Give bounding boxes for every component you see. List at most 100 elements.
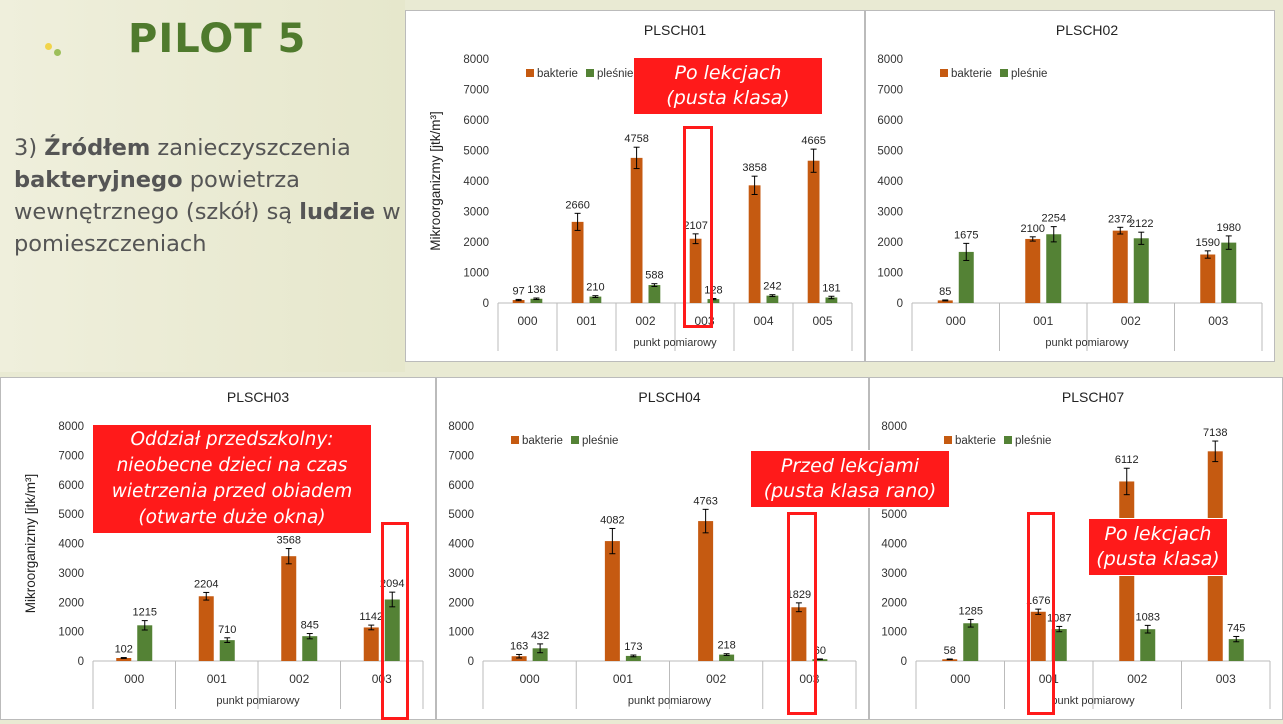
bar-bakterie-003 <box>1200 254 1216 303</box>
legend-swatch-bakterie <box>944 436 952 444</box>
data-label: 3568 <box>277 535 301 547</box>
y-axis-label: Mikroorganizmy [jtk/m³] <box>428 111 443 251</box>
x-tick-label: 000 <box>517 314 537 328</box>
bar-pleśnie-002 <box>719 654 735 661</box>
data-label: 6112 <box>1115 454 1139 466</box>
callout-plsch03: Oddział przedszkolny: nieobecne dzieci n… <box>92 424 372 534</box>
bar-pleśnie-003 <box>384 599 400 661</box>
bar-bakterie-002 <box>281 556 297 661</box>
data-label: 4758 <box>624 133 648 145</box>
y-tick-label: 3000 <box>877 207 903 219</box>
data-label: 1083 <box>1136 611 1160 623</box>
data-label: 97 <box>512 285 524 297</box>
bar-pleśnie-001 <box>219 640 235 661</box>
y-tick-label: 0 <box>468 656 474 668</box>
y-tick-label: 1000 <box>463 268 489 280</box>
legend-label: pleśnie <box>1011 68 1047 80</box>
y-tick-label: 3000 <box>448 568 474 580</box>
data-label: 85 <box>939 286 951 298</box>
chart-panel-plsch04: PLSCH04 0 1000 2000 3000 4000 5000 6000 7000 8000… <box>436 377 869 720</box>
bar-bakterie-001 <box>198 596 214 661</box>
bar-bakterie-005 <box>807 160 820 303</box>
y-tick-label: 4000 <box>877 176 903 188</box>
bar-bakterie-001 <box>1025 238 1041 303</box>
text-bold-bakteryjnego: bakteryjnego <box>14 167 183 193</box>
bar-bakterie-000 <box>511 656 527 661</box>
chart-title: PLSCH01 <box>644 22 706 38</box>
x-tick-label: 002 <box>635 314 655 328</box>
y-tick-label: 2000 <box>448 597 474 609</box>
y-tick-label: 7000 <box>58 450 84 462</box>
bar-bakterie-000 <box>942 659 958 661</box>
chart-plsch04: PLSCH04 0 1000 2000 3000 4000 5000 6000 7000 8000… <box>448 389 857 709</box>
bar-pleśnie-002 <box>1140 629 1156 661</box>
x-axis-label: punkt pomiarowy <box>628 695 712 707</box>
legend-label: bakterie <box>537 68 578 80</box>
x-tick-label: 005 <box>812 314 832 328</box>
data-label: 2094 <box>380 578 404 590</box>
y-tick-label: 1000 <box>877 268 903 280</box>
y-tick-label: 5000 <box>463 146 489 158</box>
bar-pleśnie-005 <box>825 297 838 303</box>
title-area: PILOT 5 3) Źródłem zanieczyszczenia bakt… <box>0 0 405 372</box>
chart-title: PLSCH04 <box>638 389 700 405</box>
y-tick-label: 4000 <box>463 176 489 188</box>
data-label: 128 <box>704 284 722 296</box>
legend-swatch-bakterie <box>940 69 948 77</box>
bar-pleśnie-000 <box>958 251 974 303</box>
bar-bakterie-000 <box>512 300 525 303</box>
highlight-box-plsch03-003 <box>381 522 409 720</box>
callout-plsch07: Po lekcjach (pusta klasa) <box>1088 518 1228 576</box>
y-tick-label: 4000 <box>58 539 84 551</box>
y-tick-label: 0 <box>901 656 907 668</box>
data-label: 1675 <box>954 229 978 241</box>
bar-bakterie-003 <box>689 238 702 303</box>
data-label: 242 <box>763 281 781 293</box>
data-label: 1829 <box>787 589 811 601</box>
legend-label: pleśnie <box>582 435 618 447</box>
y-tick-label: 8000 <box>58 421 84 433</box>
bullet-dot-green <box>54 49 61 56</box>
y-tick-label: 3000 <box>881 568 907 580</box>
y-tick-label: 6000 <box>58 480 84 492</box>
data-label: 2372 <box>1108 213 1132 225</box>
bar-pleśnie-001 <box>589 296 602 303</box>
bar-bakterie-003 <box>363 627 379 661</box>
y-tick-label: 3000 <box>58 568 84 580</box>
y-tick-label: 1000 <box>58 627 84 639</box>
bar-pleśnie-003 <box>1228 639 1244 661</box>
chart-plsch01: PLSCH01 0 1000 2000 3000 4000 5000 6000 7000 8000… <box>428 22 853 351</box>
x-tick-label: 003 <box>1208 314 1228 328</box>
chart-panel-plsch02: PLSCH02 0 1000 2000 3000 4000 5000 6000 7000 8000… <box>865 10 1275 362</box>
text-bold-ludzie: ludzie <box>299 199 376 225</box>
bar-pleśnie-004 <box>766 295 779 303</box>
bullet-dot-yellow <box>45 43 52 50</box>
y-tick-label: 5000 <box>881 509 907 521</box>
y-tick-label: 1000 <box>881 627 907 639</box>
bar-bakterie-001 <box>604 541 620 661</box>
bar-bakterie-000 <box>116 658 132 661</box>
bar-pleśnie-002 <box>302 636 318 661</box>
legend-swatch-bakterie <box>511 436 519 444</box>
x-tick-label: 004 <box>753 314 773 328</box>
y-tick-label: 5000 <box>448 509 474 521</box>
y-tick-label: 8000 <box>448 421 474 433</box>
data-label: 173 <box>624 641 642 653</box>
data-label: 163 <box>510 640 528 652</box>
slide-title: PILOT 5 <box>128 16 307 62</box>
x-tick-label: 001 <box>613 672 633 686</box>
bar-pleśnie-000 <box>530 298 543 303</box>
bar-pleśnie-002 <box>648 285 661 303</box>
legend-label: pleśnie <box>597 68 633 80</box>
highlight-box-plsch04-003 <box>787 512 817 715</box>
data-label: 4665 <box>801 135 825 147</box>
bar-pleśnie-000 <box>137 625 153 661</box>
y-tick-label: 0 <box>78 656 84 668</box>
data-label: 1980 <box>1217 222 1241 234</box>
chart-plsch02: PLSCH02 0 1000 2000 3000 4000 5000 6000 7000 8000… <box>877 22 1263 351</box>
callout-plsch04: Przed lekcjami (pusta klasa rano) <box>750 450 950 508</box>
data-label: 2254 <box>1042 213 1066 225</box>
legend-label: bakterie <box>951 68 992 80</box>
x-axis-label: punkt pomiarowy <box>1051 695 1135 707</box>
x-tick-label: 001 <box>576 314 596 328</box>
